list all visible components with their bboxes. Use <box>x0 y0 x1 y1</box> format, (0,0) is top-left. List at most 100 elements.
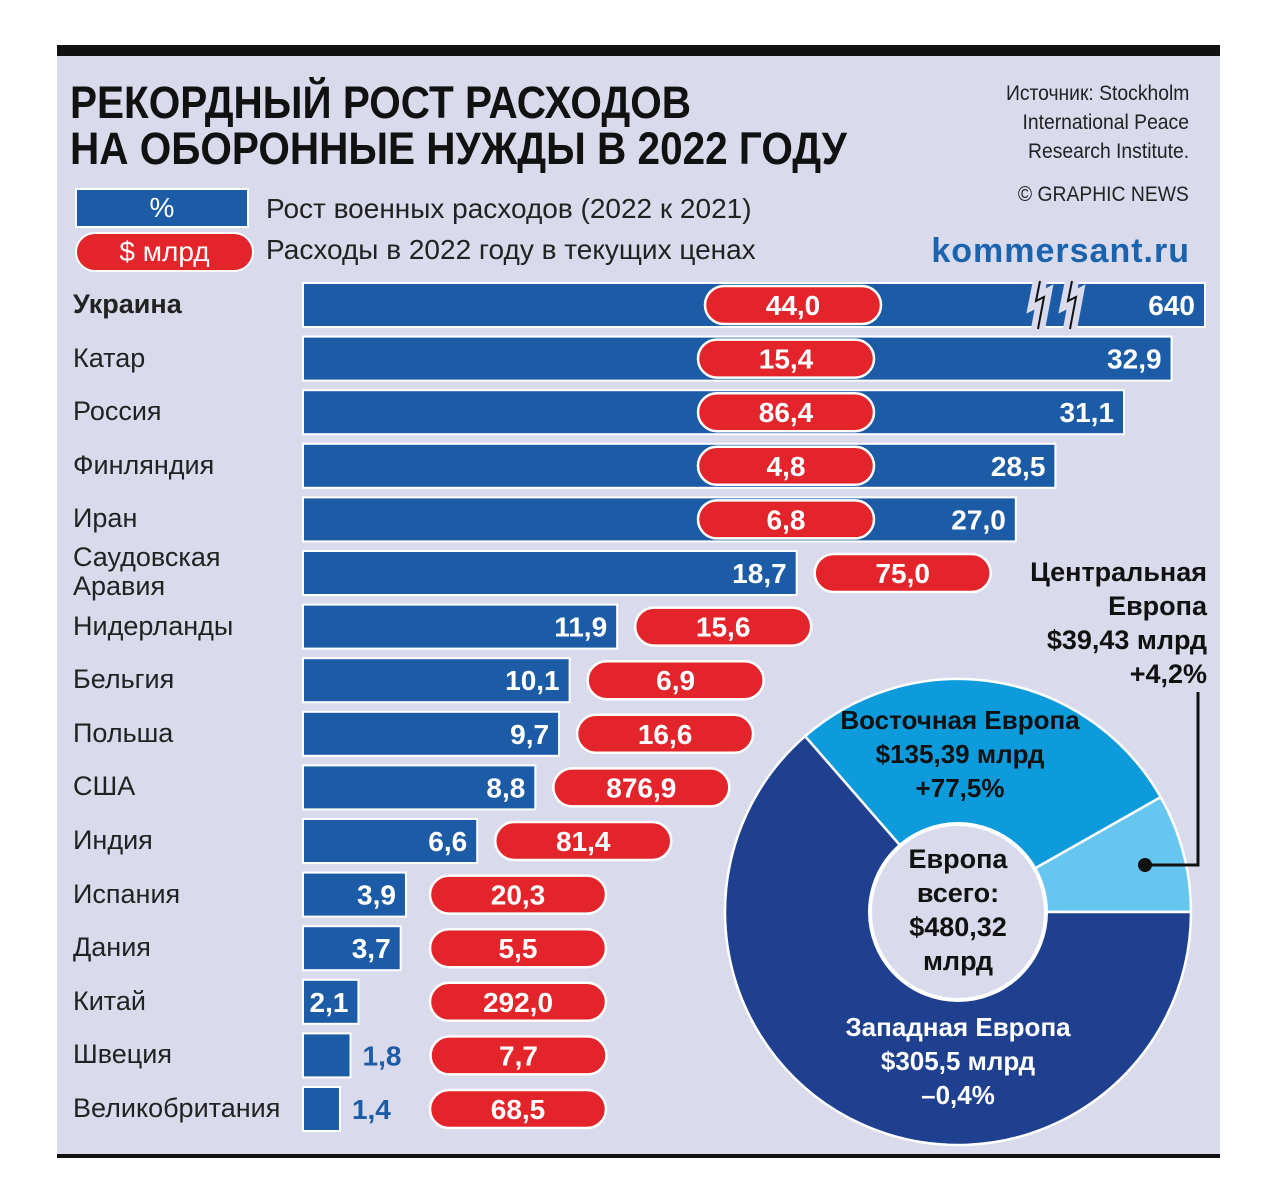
east-change: +77,5% <box>915 773 1005 803</box>
country-label: Китай <box>73 985 146 1016</box>
europe-total-label: Европа всего: $480,32 млрд <box>858 842 1058 978</box>
spending-pill <box>428 874 608 915</box>
percent-value-label: 640 <box>1148 290 1195 321</box>
bar <box>302 1032 352 1079</box>
spending-value-label: 15,6 <box>696 612 751 643</box>
country-label: Индия <box>73 825 153 855</box>
bar <box>302 657 571 704</box>
west-value: $305,5 млрд <box>880 1046 1036 1076</box>
spending-value-label: 15,4 <box>759 344 814 375</box>
bar <box>302 710 561 757</box>
spending-value-label: 292,0 <box>483 987 553 1018</box>
donut-center <box>868 822 1048 1002</box>
bar <box>302 496 1017 543</box>
spending-pill <box>428 981 608 1023</box>
source-line-2: International Peace <box>1022 111 1189 134</box>
spending-pill <box>428 1088 608 1130</box>
spending-pill <box>493 820 673 862</box>
spending-value-label: 86,4 <box>759 397 814 428</box>
spending-value-label: 81,4 <box>556 826 611 857</box>
spending-value-label: 44,0 <box>766 290 821 321</box>
spending-value-label: 16,6 <box>638 719 693 750</box>
center-line-1: Европа <box>908 844 1008 874</box>
spending-value-label: 6,8 <box>767 504 806 535</box>
bar <box>302 442 1057 489</box>
spending-pill <box>552 767 731 808</box>
spending-value-label: 876,9 <box>606 772 676 803</box>
bottom-rule <box>57 1154 1220 1158</box>
percent-value-label: 6,6 <box>428 826 467 857</box>
percent-value-label: 3,7 <box>352 933 391 964</box>
country-label: Финляндия <box>73 449 215 480</box>
central-change: +4,2% <box>1129 659 1207 689</box>
spending-pill <box>696 391 876 433</box>
spending-value-label: 5,5 <box>499 933 538 964</box>
spending-pill <box>586 659 765 701</box>
percent-value-label: 32,9 <box>1107 344 1162 375</box>
percent-value-label: 8,8 <box>486 772 525 803</box>
country-label: Иран <box>73 503 138 534</box>
bar <box>302 603 619 650</box>
percent-value-label: 1,4 <box>352 1094 391 1125</box>
central-leader-line <box>1145 692 1200 867</box>
country-label: Россия <box>73 396 162 427</box>
percent-value-label: 2,1 <box>310 987 349 1018</box>
country-label: Дания <box>73 932 151 963</box>
spending-value-label: 6,9 <box>656 665 695 696</box>
spending-value-label: 75,0 <box>875 558 930 589</box>
east-name: Восточная Европа <box>840 705 1080 735</box>
center-line-4: млрд <box>922 946 994 976</box>
bar <box>302 978 360 1025</box>
percent-value-label: 18,7 <box>732 558 787 589</box>
percent-value-label: 9,7 <box>510 719 549 750</box>
percent-value-label: 27,0 <box>951 504 1006 535</box>
spending-value-label: 4,8 <box>767 451 806 482</box>
legend-usd-text: Расходы в 2022 году в текущих ценах <box>266 234 756 265</box>
bar <box>302 764 537 811</box>
spending-pill <box>428 927 608 969</box>
central-name-1: Центральная <box>1030 557 1207 587</box>
spending-pill <box>813 552 992 594</box>
spending-pill <box>633 606 813 647</box>
spending-pill <box>429 1035 608 1076</box>
country-label: Нидерланды <box>73 610 234 641</box>
country-label: Швеция <box>73 1039 172 1070</box>
legend-percent-text: Рост военных расходов (2022 к 2021) <box>266 193 752 224</box>
title-line-2: НА ОБОРОННЫЕ НУЖДЫ В 2022 ГОДУ <box>70 123 847 174</box>
percent-value-label: 28,5 <box>991 451 1046 482</box>
percent-value-label: 3,9 <box>357 880 396 911</box>
country-label: Испания <box>73 878 181 909</box>
east-europe-label: Восточная Европа $135,39 млрд +77,5% <box>790 703 1130 805</box>
center-line-2: всего: <box>916 878 1000 908</box>
spending-value-label: 7,7 <box>499 1040 538 1071</box>
spending-pill <box>696 338 876 379</box>
spending-value-label: 68,5 <box>491 1094 546 1125</box>
central-leader-dot <box>1138 858 1152 872</box>
bar <box>302 818 479 864</box>
credit: © GRAPHIC NEWS <box>1018 183 1189 206</box>
bar <box>302 871 407 918</box>
percent-value-label: 1,8 <box>363 1040 402 1071</box>
center-line-3: $480,32 <box>909 912 1007 942</box>
spending-value-label: 20,3 <box>491 880 546 911</box>
spending-pill <box>696 445 876 487</box>
source-line-1: Источник: Stockholm <box>1005 82 1189 105</box>
source-line-3: Research Institute. <box>1027 140 1189 163</box>
bar <box>302 1086 341 1132</box>
spending-pill <box>696 499 876 540</box>
west-change: –0,4% <box>921 1080 995 1110</box>
spending-pill <box>575 713 755 755</box>
top-rule <box>57 45 1220 56</box>
axis-break-line <box>1034 280 1078 330</box>
slice-east-europe <box>803 677 1163 914</box>
bar <box>302 550 798 596</box>
site-logo: kommersant.ru <box>931 232 1190 270</box>
title-line-1: РЕКОРДНЫЙ РОСТ РАСХОДОВ <box>70 77 691 128</box>
country-label: Украина <box>73 289 182 319</box>
spending-pill <box>703 284 883 326</box>
legend-usd-swatch: $ млрд <box>75 232 254 272</box>
percent-value-label: 10,1 <box>505 665 560 696</box>
percent-value-label: 31,1 <box>1060 397 1115 428</box>
bar <box>302 925 402 972</box>
